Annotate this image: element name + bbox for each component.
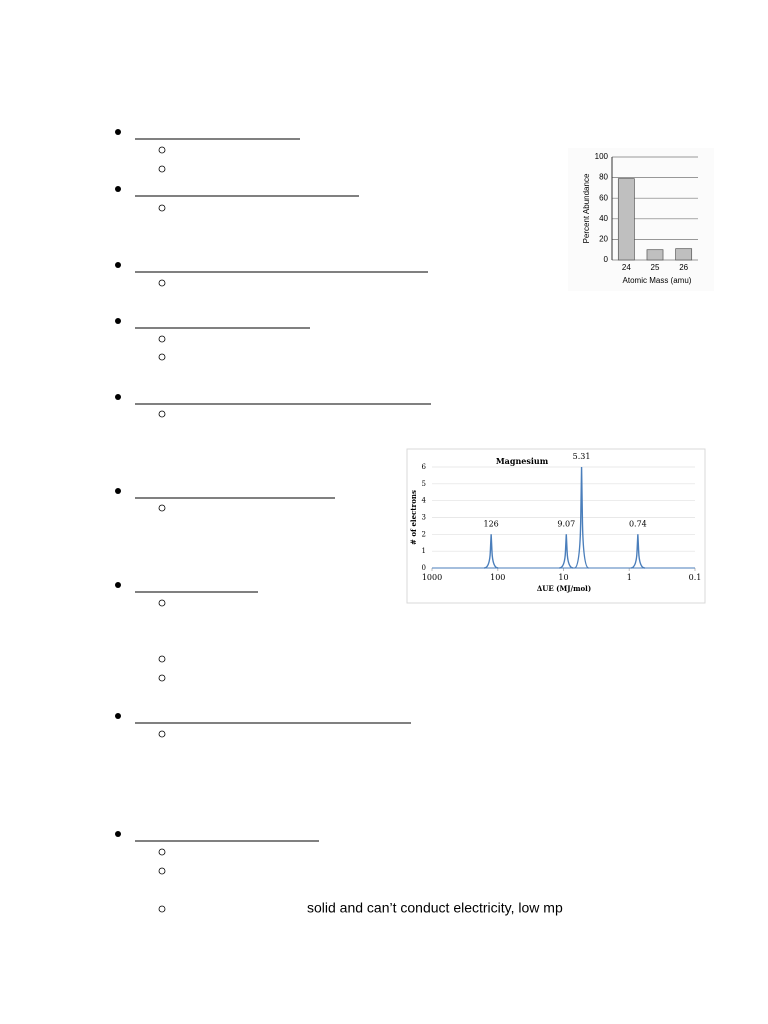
y-tick-label: 5	[422, 480, 426, 488]
bullet	[115, 713, 121, 719]
x-tick-label: 1000	[422, 573, 442, 582]
x-tick-label: 0.1	[689, 573, 702, 582]
bullet	[115, 488, 121, 494]
bullet	[115, 186, 121, 192]
sub-bullet	[158, 848, 166, 856]
sub-bullet	[158, 655, 166, 663]
y-tick-label: 40	[599, 214, 608, 223]
sub-bullet	[158, 905, 166, 913]
sub-bullet	[158, 730, 166, 738]
bullet	[115, 318, 121, 324]
x-tick-label: 100	[490, 573, 505, 582]
bar	[646, 249, 664, 261]
peak	[484, 534, 499, 569]
bullet	[115, 262, 121, 268]
y-tick-label: 2	[422, 530, 426, 538]
sub-bullet	[158, 674, 166, 682]
x-axis-label: Atomic Mass (amu)	[623, 276, 692, 285]
x-tick-label: 24	[622, 263, 631, 272]
chart-frame	[406, 448, 706, 604]
note-text: solid and can’t conduct electricity, low…	[307, 900, 563, 916]
bullet	[115, 394, 121, 400]
sub-bullet	[158, 599, 166, 607]
sub-bullet	[158, 204, 166, 212]
y-tick-label: 80	[599, 173, 608, 182]
bullet	[115, 129, 121, 135]
sub-bullet	[158, 410, 166, 418]
peak-label: 5.31	[573, 452, 591, 461]
sub-bullet	[158, 335, 166, 343]
y-tick-label: 20	[599, 235, 608, 244]
peak	[574, 466, 589, 569]
y-tick-label: 6	[422, 463, 427, 471]
peak-label: 0.74	[629, 519, 647, 528]
y-axis-label: Percent Abundance	[582, 173, 591, 243]
x-tick-label: 26	[679, 263, 688, 272]
peak-label: 126	[484, 519, 499, 528]
sub-bullet	[158, 353, 166, 361]
x-axis-label: ΔUE (MJ/mol)	[537, 584, 591, 593]
sub-bullet	[158, 146, 166, 154]
x-tick-label: 1	[627, 573, 632, 582]
chart-title: Magnesium	[496, 456, 549, 466]
y-axis-label: # of electrons	[409, 490, 418, 545]
y-tick-label: 1	[422, 547, 426, 555]
bar	[617, 178, 635, 261]
bullet	[115, 831, 121, 837]
bar	[675, 248, 693, 261]
sub-bullet	[158, 504, 166, 512]
y-tick-label: 0	[422, 564, 426, 572]
y-tick-label: 100	[595, 152, 609, 161]
energy-chart: 0 1 2 3 4 5 6 1000 100 10 1 0.1 126 9.07 5.31 0.74 Magne…	[406, 448, 706, 604]
x-tick-label: 10	[558, 573, 568, 582]
y-tick-label: 3	[422, 514, 426, 522]
outline	[115, 129, 431, 913]
y-tick-label: 4	[422, 497, 427, 505]
peak-label: 9.07	[557, 519, 575, 528]
y-tick-label: 60	[599, 193, 608, 202]
chart-frame	[568, 148, 714, 291]
peak	[559, 534, 574, 569]
peak	[630, 534, 645, 569]
x-tick-label: 25	[651, 263, 660, 272]
sub-bullet	[158, 165, 166, 173]
sub-bullet	[158, 867, 166, 875]
sub-bullet	[158, 279, 166, 287]
y-tick-label: 0	[604, 255, 609, 264]
abundance-chart: 0 20 40 60 80 100 24 25 26 Percent Abundance Atomi…	[568, 148, 714, 291]
bullet	[115, 582, 121, 588]
